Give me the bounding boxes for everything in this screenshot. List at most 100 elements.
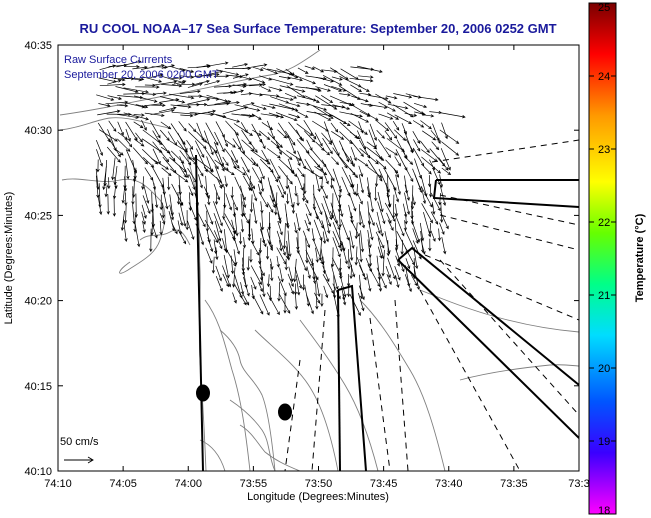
current-vector (321, 220, 329, 243)
current-vector (349, 131, 361, 140)
current-vector (276, 96, 294, 101)
current-vector (180, 114, 194, 118)
current-vector (189, 174, 196, 191)
current-vector (368, 211, 375, 227)
current-vector (285, 213, 290, 227)
current-vector (178, 165, 187, 178)
current-vector (142, 76, 163, 83)
current-vector (251, 293, 264, 315)
current-vector (151, 103, 166, 108)
current-vector (132, 65, 148, 70)
current-vector (260, 139, 266, 150)
current-vector (213, 230, 223, 250)
current-vector (294, 75, 317, 85)
current-vector (151, 158, 169, 170)
current-vector (125, 158, 130, 180)
current-vector (294, 222, 298, 234)
current-vector (104, 184, 108, 198)
current-vector (320, 293, 324, 307)
current-vector (404, 165, 414, 183)
x-axis: 74:10 74:05 74:00 73:55 73:50 73:45 73:40 73:35… (44, 45, 590, 490)
current-vector (279, 239, 283, 252)
current-vector (203, 130, 214, 156)
current-vector (394, 156, 401, 167)
current-vector (315, 247, 319, 263)
current-vector (204, 79, 221, 86)
current-vector (297, 167, 305, 178)
current-vector (258, 237, 263, 254)
current-vector (306, 139, 313, 152)
current-vector (314, 132, 323, 147)
current-vector (294, 292, 299, 310)
current-vector (413, 266, 421, 291)
current-vector (377, 191, 384, 213)
current-vector (339, 273, 347, 298)
colorbar-tick-label: 19 (598, 436, 610, 448)
current-vector (134, 95, 158, 103)
current-vector (179, 156, 189, 179)
current-vector (286, 150, 302, 161)
current-vector (259, 294, 270, 316)
current-vector (198, 174, 203, 189)
current-vector (384, 202, 396, 223)
current-vector (414, 173, 422, 192)
current-vector (354, 222, 359, 240)
current-vector (431, 141, 440, 151)
current-vector (278, 122, 290, 139)
current-vector (386, 239, 390, 257)
current-vector (179, 89, 201, 94)
current-vector (387, 257, 396, 280)
current-vector (315, 174, 321, 193)
current-vector (422, 130, 437, 141)
current-vector (306, 111, 333, 118)
current-vector (176, 82, 196, 87)
current-vector (296, 110, 309, 118)
current-vector (196, 165, 204, 177)
current-vector (374, 186, 378, 202)
current-vector (375, 222, 381, 235)
current-vector (395, 255, 401, 267)
current-vector (252, 104, 267, 111)
current-vector (247, 219, 252, 242)
current-vector (102, 166, 107, 191)
current-vector (213, 212, 223, 234)
current-vector (366, 141, 378, 150)
current-vector (152, 141, 170, 163)
current-vector (377, 201, 386, 225)
current-vector (134, 221, 141, 248)
current-vector (358, 274, 364, 300)
current-vector (376, 120, 390, 132)
current-vector (233, 237, 241, 255)
current-vector (438, 157, 449, 171)
current-vector (222, 273, 230, 288)
current-vector (261, 273, 266, 298)
current-vector (395, 174, 401, 196)
current-vector (287, 273, 294, 288)
current-vector (420, 120, 432, 130)
current-vector (161, 146, 171, 154)
current-vector (331, 114, 351, 126)
current-vector (266, 274, 271, 288)
current-vector (330, 122, 339, 133)
current-vector (159, 98, 180, 103)
current-vector (385, 147, 398, 156)
current-vector (293, 258, 297, 283)
current-vector (302, 193, 309, 204)
current-vector (141, 63, 165, 70)
current-vector (204, 148, 219, 170)
current-vector (439, 185, 447, 207)
current-vector (269, 77, 294, 86)
current-vector (276, 230, 286, 256)
current-vector (114, 148, 124, 156)
current-vector (159, 129, 170, 142)
colorbar-gradient (588, 2, 617, 515)
current-vector (203, 186, 210, 199)
current-vector (169, 157, 187, 173)
current-vector (350, 219, 360, 237)
current-vector (106, 194, 110, 215)
current-vector (261, 104, 276, 110)
current-vector (249, 83, 263, 87)
vector-scale-arrow (64, 456, 94, 464)
current-vector (287, 76, 303, 82)
current-vector (340, 219, 350, 241)
